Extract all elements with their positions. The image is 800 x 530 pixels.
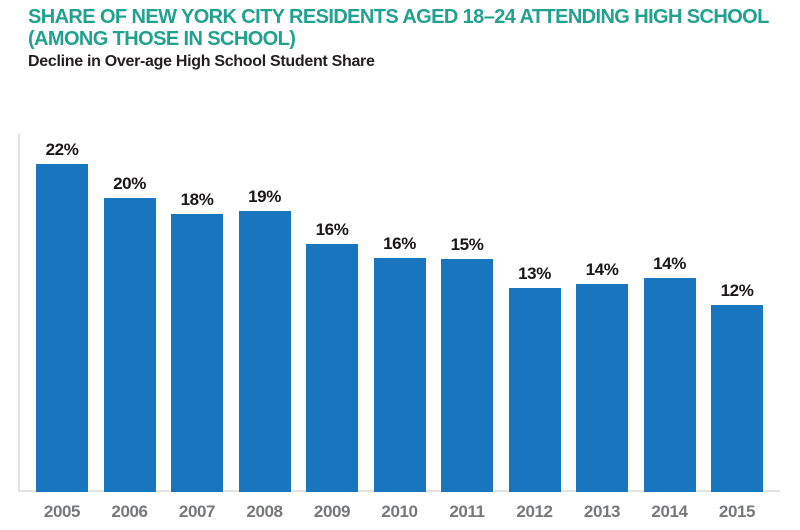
bar-value-label: 14% [653, 254, 686, 273]
x-axis-tick-label: 2009 [313, 502, 351, 521]
bar [103, 198, 156, 492]
chart-header: SHARE OF NEW YORK CITY RESIDENTS AGED 18… [28, 6, 788, 71]
bar [36, 164, 88, 492]
bar [238, 211, 291, 492]
bar [508, 288, 561, 492]
bar-group-2005: 22% 2005 [36, 134, 88, 520]
bar-value-label: 16% [383, 234, 416, 253]
bar-group-2012: 13% 2012 [508, 134, 561, 520]
bar [711, 305, 763, 492]
bar [441, 259, 493, 492]
chart-title-line-2: (AMONG THOSE IN SCHOOL) [28, 28, 296, 50]
x-axis-tick-label: 2015 [718, 502, 756, 521]
bar-group-2013: 14% 2013 [576, 134, 628, 520]
bar-group-2006: 20% 2006 [103, 134, 156, 520]
bar-value-label: 20% [113, 174, 146, 193]
bar [576, 284, 628, 492]
x-axis-tick-label: 2005 [43, 502, 81, 521]
bar-group-2010: 16% 2010 [373, 134, 426, 520]
bar-group-2007: 18% 2007 [171, 134, 223, 520]
x-axis-tick-label: 2012 [516, 502, 553, 521]
bar-group-2011: 15% 2011 [441, 134, 493, 520]
bar [643, 278, 696, 492]
bar [171, 214, 223, 492]
x-axis-tick-label: 2008 [246, 502, 283, 521]
bar-value-label: 14% [585, 260, 619, 279]
bar-value-label: 22% [45, 140, 79, 159]
x-axis-tick-label: 2013 [583, 502, 621, 521]
chart-subtitle: Decline in Over-age High School Student … [28, 53, 375, 70]
x-axis-tick-label: 2014 [651, 502, 688, 521]
bar-value-label: 19% [248, 187, 281, 206]
chart-title-line-1: SHARE OF NEW YORK CITY RESIDENTS AGED 18… [28, 6, 769, 28]
bar [306, 244, 358, 492]
bar-group-2008: 19% 2008 [238, 134, 291, 520]
bar-value-label: 12% [720, 281, 754, 300]
bar-group-2014: 14% 2014 [643, 134, 696, 520]
x-axis-tick-label: 2010 [381, 502, 418, 521]
bar-value-label: 16% [315, 220, 349, 239]
bar-value-label: 15% [450, 235, 484, 254]
x-axis-tick-label: 2011 [449, 502, 485, 521]
x-axis-tick-label: 2007 [178, 502, 216, 521]
bar-value-label: 13% [518, 264, 551, 283]
bar-value-label: 18% [180, 190, 214, 209]
y-axis-line [18, 134, 20, 492]
bar [373, 258, 426, 492]
plot-area: 22% 2005 20% 2006 18% 2007 19% 2008 16% 2009 16% 20… [18, 134, 780, 520]
bar-group-2015: 12% 2015 [711, 134, 763, 520]
bar-group-2009: 16% 2009 [306, 134, 358, 520]
x-axis-tick-label: 2006 [111, 502, 148, 521]
